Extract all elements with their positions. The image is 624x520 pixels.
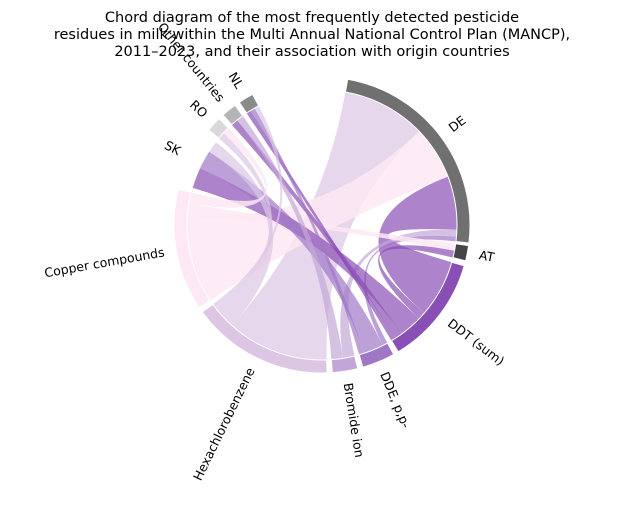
label-sk: SK: [162, 137, 184, 158]
arc-nl: [238, 93, 260, 114]
chart-title-line-3: 2011–2023, and their association with or…: [114, 44, 509, 60]
arc-bromide: [330, 355, 359, 374]
chart-title: Chord diagram of the most frequently det…: [54, 10, 570, 60]
arc-at: [452, 243, 470, 262]
ribbon-hcb-sk: [208, 141, 274, 326]
arc-de: [344, 78, 471, 244]
chord-arcs: [173, 78, 471, 374]
label-dde: DDE, p,p-: [377, 370, 414, 431]
label-de: DE: [446, 113, 469, 136]
ribbon-bromide-other: [237, 115, 344, 360]
label-at: AT: [478, 247, 496, 265]
ribbon-dde-sk: [199, 151, 383, 354]
label-nl: NL: [226, 69, 247, 91]
ribbon-ddt-sk: [192, 167, 420, 334]
label-copper: Copper compounds: [43, 244, 165, 280]
label-hcb: Hexachlorobenzene: [190, 365, 258, 483]
chart-title-line-2: residues in milk within the Multi Annual…: [54, 27, 570, 43]
ribbon-ddt-at: [378, 245, 455, 319]
label-bromide: Bromide ion: [341, 382, 368, 459]
label-ro: RO: [187, 97, 211, 121]
ribbon-hcb-ro: [216, 132, 273, 316]
ribbon-copper-de: [187, 131, 449, 301]
arc-ro: [207, 117, 229, 139]
arc-ddt: [390, 261, 465, 353]
chord-ribbons: [187, 92, 457, 360]
arc-copper: [173, 188, 211, 309]
chart-title-line-1: Chord diagram of the most frequently det…: [105, 10, 519, 26]
ribbon-copper-ro: [188, 127, 267, 208]
arc-dde: [358, 342, 395, 368]
arc-hcb: [201, 303, 328, 374]
ribbon-bromide-de: [340, 229, 457, 359]
label-ddt: DDT (sum): [445, 316, 507, 369]
ribbon-ddt-de: [378, 176, 457, 314]
arc-other: [222, 104, 244, 126]
ribbon-dde-nl: [250, 108, 365, 355]
arc-sk: [179, 133, 217, 189]
